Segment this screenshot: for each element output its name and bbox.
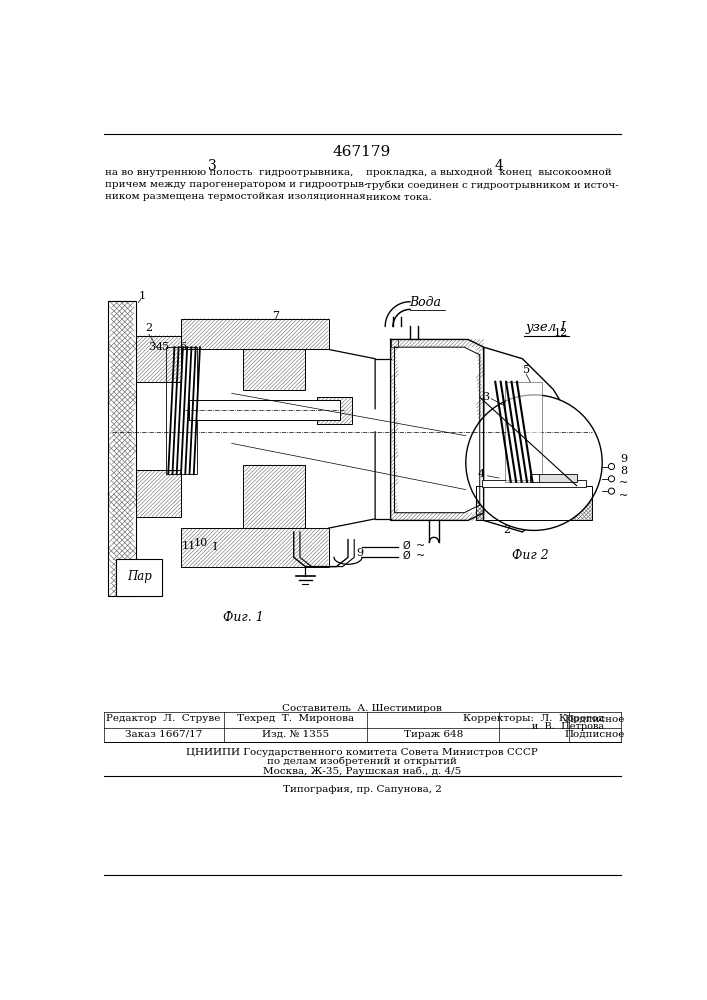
- Text: 467179: 467179: [333, 145, 391, 159]
- Text: ~: ~: [619, 478, 629, 488]
- Bar: [538, 474, 577, 482]
- Text: Фиг. 1: Фиг. 1: [223, 611, 264, 624]
- Text: прокладка, а выходной  конец  высокоомной
трубки соединен с гидроотрывником и ис: прокладка, а выходной конец высокоомной …: [366, 168, 619, 202]
- Text: 3: 3: [482, 392, 489, 402]
- Bar: [317, 397, 352, 424]
- Text: 10: 10: [194, 538, 208, 548]
- Circle shape: [609, 476, 614, 482]
- Bar: [243, 349, 305, 389]
- Polygon shape: [484, 347, 577, 532]
- Bar: [243, 465, 305, 528]
- Text: I: I: [212, 542, 217, 552]
- Text: 7: 7: [272, 311, 279, 321]
- Text: 2: 2: [145, 323, 153, 333]
- Text: Заказ 1667/17: Заказ 1667/17: [125, 730, 202, 739]
- Text: на во внутреннюю полость  гидроотрывника,
причем между парогенератором и гидроот: на во внутреннюю полость гидроотрывника,…: [105, 168, 368, 201]
- Text: Пар: Пар: [127, 570, 152, 583]
- Bar: [107, 301, 136, 596]
- Circle shape: [609, 488, 614, 494]
- Text: Корректоры:  Л.  Корогод: Корректоры: Л. Корогод: [463, 714, 604, 723]
- Text: 11: 11: [182, 541, 197, 551]
- Bar: [182, 528, 329, 567]
- Text: 4: 4: [495, 158, 503, 172]
- Text: ЦНИИПИ Государственного комитета Совета Министров СССР: ЦНИИПИ Государственного комитета Совета …: [186, 748, 538, 757]
- Text: Фиг 2: Фиг 2: [512, 549, 549, 562]
- Circle shape: [609, 463, 614, 470]
- Text: 12: 12: [554, 328, 568, 338]
- Bar: [182, 319, 329, 349]
- Text: Техред  Т.  Миронова: Техред Т. Миронова: [237, 714, 354, 723]
- Bar: [391, 339, 398, 347]
- Text: Подписное: Подписное: [564, 730, 625, 739]
- Bar: [136, 470, 182, 517]
- Text: по делам изобретений и открытий: по делам изобретений и открытий: [267, 757, 457, 766]
- Text: 4: 4: [478, 469, 485, 479]
- Text: Вода: Вода: [409, 296, 441, 309]
- Text: ~: ~: [416, 541, 426, 551]
- Text: 6: 6: [180, 342, 187, 352]
- Text: 3: 3: [148, 342, 156, 352]
- Text: 9: 9: [356, 548, 363, 558]
- Text: Изд. № 1355: Изд. № 1355: [262, 730, 329, 739]
- Bar: [189, 400, 340, 420]
- Text: 1: 1: [139, 291, 146, 301]
- Bar: [482, 480, 586, 487]
- Text: Составитель  А. Шестимиров: Составитель А. Шестимиров: [282, 704, 442, 713]
- Text: Редактор  Л.  Струве: Редактор Л. Струве: [106, 714, 221, 723]
- Text: 9: 9: [620, 454, 628, 464]
- Text: 5: 5: [163, 342, 170, 352]
- Text: ~: ~: [619, 491, 629, 501]
- Circle shape: [466, 395, 602, 530]
- Bar: [476, 486, 592, 520]
- Text: 5: 5: [522, 365, 530, 375]
- Text: Москва, Ж-35, Раушская наб., д. 4/5: Москва, Ж-35, Раушская наб., д. 4/5: [263, 766, 461, 776]
- Bar: [530, 474, 539, 482]
- Text: Типография, пр. Сапунова, 2: Типография, пр. Сапунова, 2: [283, 785, 441, 794]
- Text: Тираж 648: Тираж 648: [404, 730, 463, 739]
- Bar: [166, 347, 197, 474]
- Text: Ø: Ø: [402, 541, 410, 551]
- Text: 8: 8: [620, 466, 628, 476]
- Text: узел I: узел I: [525, 321, 566, 334]
- Text: ~: ~: [416, 551, 426, 561]
- Text: Ø: Ø: [402, 551, 410, 561]
- Text: 2: 2: [503, 525, 510, 535]
- Text: Подписное: Подписное: [564, 714, 625, 723]
- Text: и  В.  Петрова: и В. Петрова: [463, 722, 604, 731]
- Bar: [136, 336, 182, 382]
- Text: 4: 4: [156, 342, 163, 352]
- Bar: [115, 559, 162, 596]
- Bar: [505, 382, 542, 482]
- Text: 3: 3: [208, 158, 217, 172]
